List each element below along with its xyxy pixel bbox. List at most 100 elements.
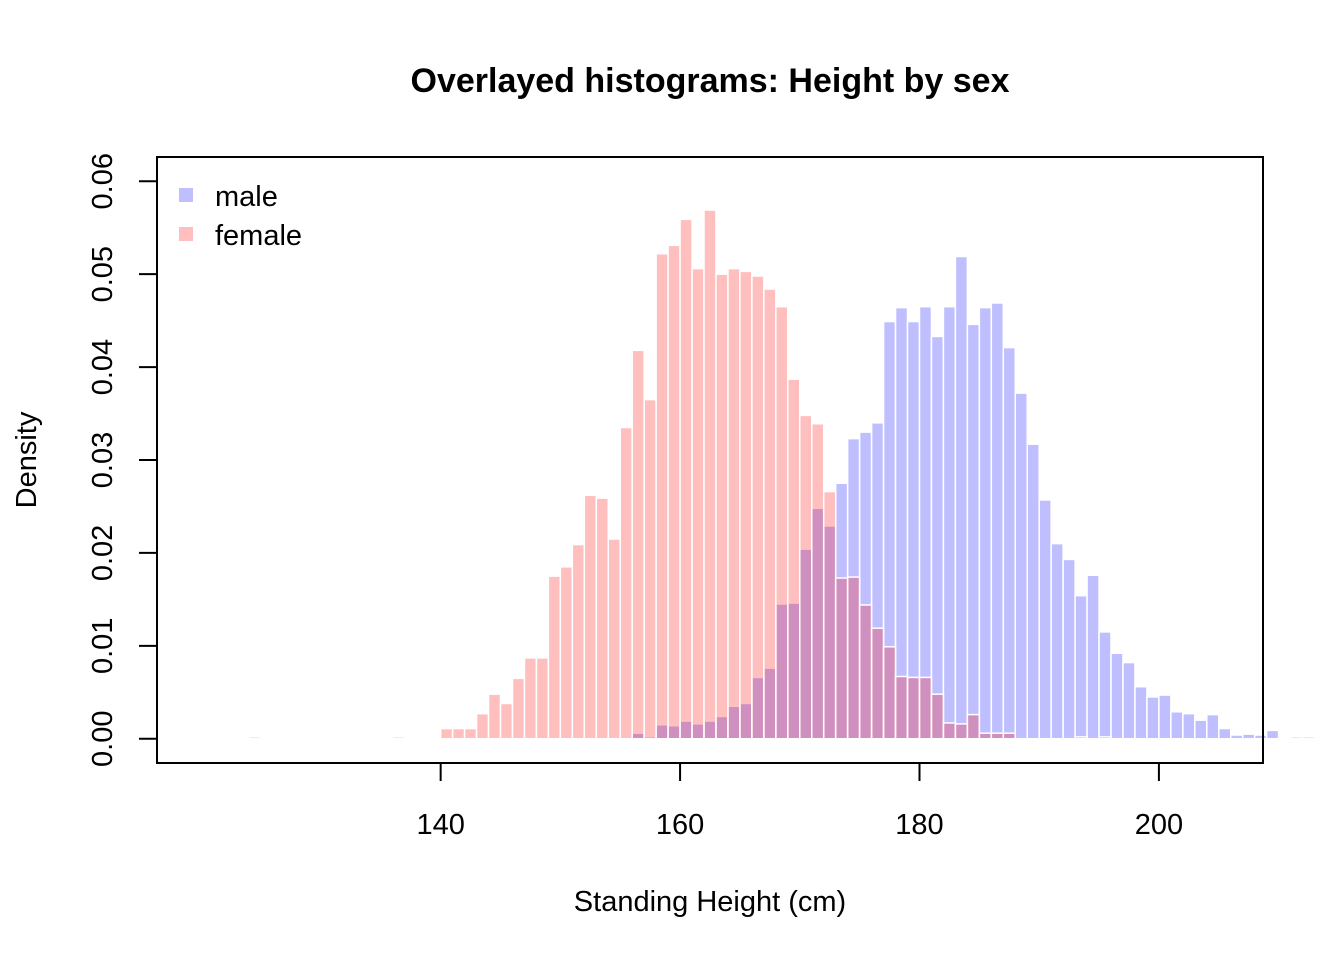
bar-female: [918, 676, 933, 740]
bar-female: [775, 305, 789, 740]
bar-female: [715, 273, 729, 740]
bar-female: [1074, 736, 1088, 740]
bar-female: [523, 657, 538, 740]
bar-female: [703, 209, 717, 740]
chart-title: Overlayed histograms: Height by sex: [411, 62, 1010, 100]
bar-male: [990, 302, 1005, 740]
x-tick-label: 180: [895, 809, 943, 841]
bar-female: [571, 543, 586, 740]
bar-female: [392, 736, 406, 740]
y-tick-label: 0.04: [87, 339, 119, 395]
bar-female: [834, 577, 849, 740]
bar-female: [631, 349, 645, 740]
bar-female: [559, 566, 574, 740]
bar-female: [667, 244, 681, 740]
bar-female: [846, 576, 861, 740]
bar-male: [978, 306, 993, 740]
bar-female: [811, 423, 825, 740]
bar-female: [427, 737, 442, 740]
bar-male: [1265, 729, 1280, 740]
bar-female: [787, 378, 801, 740]
bar-male: [954, 255, 969, 740]
series-female: [248, 209, 1112, 740]
legend-label-female: female: [215, 220, 302, 252]
legend-swatch-male: [179, 188, 193, 202]
bar-female: [1098, 736, 1112, 740]
y-axis-label: Density: [11, 411, 43, 508]
bar-female: [882, 646, 897, 740]
bar-male: [1229, 734, 1244, 740]
series-male: [631, 255, 1316, 740]
bar-female: [763, 288, 777, 740]
bar-male: [1050, 542, 1064, 740]
bar-female: [739, 270, 753, 740]
bar-male: [894, 306, 909, 740]
bars-layer: [248, 209, 1316, 740]
bar-female: [751, 275, 765, 740]
bar-female: [679, 218, 693, 740]
bar-male: [942, 305, 957, 740]
bar-female: [499, 702, 514, 740]
bar-male: [1110, 652, 1124, 740]
bar-male: [1002, 346, 1017, 740]
bar-female: [894, 675, 909, 740]
y-tick-label: 0.00: [87, 711, 119, 767]
bar-female: [978, 732, 993, 740]
x-tick-label: 200: [1135, 809, 1183, 841]
bar-male: [1086, 574, 1100, 740]
bar-male: [1253, 734, 1268, 740]
x-axis-label: Standing Height (cm): [574, 886, 846, 918]
bar-female: [643, 398, 657, 740]
bar-male: [1038, 499, 1052, 740]
bar-male: [1134, 685, 1148, 740]
x-tick-label: 140: [416, 809, 464, 841]
bar-male: [1158, 694, 1172, 740]
y-tick-label: 0.01: [87, 618, 119, 674]
bar-female: [415, 737, 430, 740]
y-tick-label: 0.03: [87, 432, 119, 488]
bar-female: [990, 732, 1005, 740]
bar-female: [607, 538, 621, 740]
bar-female: [547, 575, 562, 740]
bar-female: [655, 252, 669, 740]
bar-female: [906, 676, 921, 740]
bar-female: [535, 657, 550, 740]
bar-female: [475, 712, 490, 740]
bar-female: [727, 267, 741, 740]
bar-female: [954, 723, 969, 740]
bar-male: [1182, 712, 1196, 740]
legend: male female: [179, 181, 302, 252]
bar-male: [1074, 594, 1088, 740]
bar-male: [1301, 736, 1316, 740]
bar-female: [595, 497, 610, 740]
bar-female: [463, 727, 478, 740]
bar-female: [870, 627, 885, 740]
bar-male: [1122, 661, 1136, 740]
bar-female: [439, 727, 454, 740]
bar-female: [451, 727, 466, 740]
bar-male: [1014, 392, 1028, 740]
bar-female: [822, 490, 837, 740]
y-tick-label: 0.05: [87, 246, 119, 302]
bar-female: [487, 693, 502, 740]
bar-male: [918, 305, 933, 740]
bar-female: [966, 713, 981, 740]
bar-female: [799, 414, 813, 740]
y-axis: 0.00 0.01 0.02 0.03 0.04 0.05 0.06: [87, 153, 158, 767]
bar-male: [1098, 631, 1112, 740]
bar-female: [691, 267, 705, 740]
bar-male: [1026, 443, 1040, 740]
bar-male: [1194, 719, 1208, 740]
bar-male: [1289, 736, 1304, 740]
bar-male: [1206, 713, 1220, 740]
x-axis: 140 160 180 200: [416, 762, 1183, 841]
bar-male: [1170, 711, 1184, 740]
bar-male: [1062, 558, 1076, 740]
y-tick-label: 0.02: [87, 525, 119, 581]
legend-label-male: male: [215, 181, 278, 213]
bar-male: [1146, 696, 1160, 740]
bar-male: [966, 323, 981, 740]
bar-female: [858, 604, 873, 740]
bar-female: [619, 426, 633, 740]
